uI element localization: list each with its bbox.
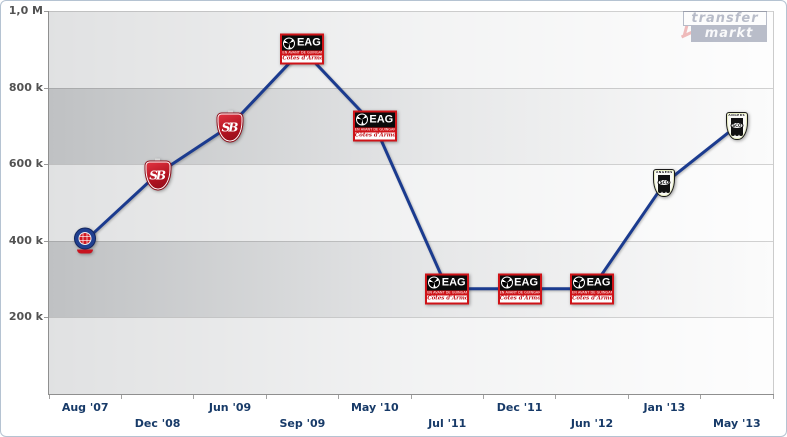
y-axis-tick xyxy=(44,87,48,89)
x-axis-tick xyxy=(700,395,702,399)
x-axis-label: Dec '11 xyxy=(496,401,543,414)
grid-band xyxy=(49,11,773,88)
y-axis-tick xyxy=(44,164,48,166)
x-axis-tick xyxy=(265,395,267,399)
grid-band xyxy=(49,317,773,394)
x-axis-tick xyxy=(555,395,557,399)
x-axis-tick xyxy=(338,395,340,399)
x-axis-tick xyxy=(48,395,50,399)
data-point-may-10[interactable]: EAG EN AVANT DE GUINGAMP Côtes d'Armor xyxy=(352,110,397,142)
x-axis-tick xyxy=(193,395,195,399)
grid-band xyxy=(49,87,773,165)
x-axis-tick xyxy=(772,395,774,399)
y-axis-label: 800 k xyxy=(8,80,43,94)
x-axis-label: Aug '07 xyxy=(61,401,109,414)
guingamp-eag-crest-icon: EAG EN AVANT DE GUINGAMP Côtes d'Armor xyxy=(497,273,542,305)
x-axis-label: Dec '08 xyxy=(134,417,181,430)
data-point-jun-09[interactable]: SB xyxy=(216,110,244,143)
x-axis-label: Jun '12 xyxy=(570,417,614,430)
stade-brestois-crest-icon: SB xyxy=(216,110,244,143)
plot-right-border xyxy=(773,11,774,394)
angers-sco-crest-icon: ANGERS SCO xyxy=(725,111,748,140)
y-axis-label: 400 k xyxy=(8,233,43,247)
x-axis-label: Jun '09 xyxy=(208,401,252,414)
guingamp-eag-crest-icon: EAG EN AVANT DE GUINGAMP Côtes d'Armor xyxy=(570,273,614,305)
eag-emblem-icon xyxy=(573,276,585,289)
y-axis-label: 1,0 M xyxy=(8,4,43,17)
guingamp-eag-crest-icon: EAG EN AVANT DE GUINGAMP Côtes d'Armor xyxy=(425,273,470,305)
data-point-jul-11[interactable]: EAG EN AVANT DE GUINGAMP Côtes d'Armor xyxy=(425,273,470,305)
value-line xyxy=(83,47,739,291)
angers-sco-crest-icon: ANGERS SCO xyxy=(653,169,676,198)
data-point-dec-08[interactable]: SB xyxy=(144,158,172,191)
watermark-markt-text: markt xyxy=(691,26,767,42)
x-axis-label: Sep '09 xyxy=(279,417,326,430)
x-axis-tick xyxy=(627,395,629,399)
player-figure-icon xyxy=(688,13,693,18)
guingamp-eag-crest-icon: EAG EN AVANT DE GUINGAMP Côtes d'Armor xyxy=(352,110,397,142)
data-point-may-13[interactable]: ANGERS SCO xyxy=(725,111,748,140)
plot-area: SB SB EAG EN AVANT DE GUINGAMP Côtes d'Armor… xyxy=(49,11,773,394)
x-axis-label: Jul '11 xyxy=(428,417,467,430)
guingamp-eag-crest-icon: EAG EN AVANT DE GUINGAMP Côtes d'Armor xyxy=(280,33,325,65)
x-axis-line xyxy=(48,394,774,395)
x-axis-label: May '13 xyxy=(712,417,761,430)
grid-band xyxy=(49,240,773,318)
y-axis-label: 200 k xyxy=(8,310,43,324)
eag-emblem-icon xyxy=(283,37,296,50)
data-point-sep-09[interactable]: EAG EN AVANT DE GUINGAMP Côtes d'Armor xyxy=(280,33,325,65)
x-axis-label: May '10 xyxy=(350,401,399,414)
y-axis-tick xyxy=(44,317,48,319)
x-axis-tick xyxy=(482,395,484,399)
data-point-aug-07[interactable] xyxy=(74,227,97,254)
watermark-transfer-text: transfer xyxy=(683,11,767,26)
round-blue-red-crest-icon xyxy=(74,227,97,254)
y-axis-tick xyxy=(44,240,48,242)
x-axis-tick xyxy=(410,395,412,399)
x-axis-label: Jan '13 xyxy=(643,401,686,414)
y-axis-line xyxy=(48,11,49,395)
data-point-jan-13[interactable]: ANGERS SCO xyxy=(653,169,676,198)
eag-emblem-icon xyxy=(428,276,441,289)
stade-brestois-crest-icon: SB xyxy=(144,158,172,191)
y-axis-tick xyxy=(44,11,48,12)
transfermarkt-watermark: transfer markt xyxy=(677,11,769,45)
eag-emblem-icon xyxy=(500,276,513,289)
x-axis-tick xyxy=(120,395,122,399)
data-point-jun-12[interactable]: EAG EN AVANT DE GUINGAMP Côtes d'Armor xyxy=(570,273,614,305)
eag-emblem-icon xyxy=(355,113,368,126)
data-point-dec-11[interactable]: EAG EN AVANT DE GUINGAMP Côtes d'Armor xyxy=(497,273,542,305)
y-axis-label: 600 k xyxy=(8,157,43,171)
